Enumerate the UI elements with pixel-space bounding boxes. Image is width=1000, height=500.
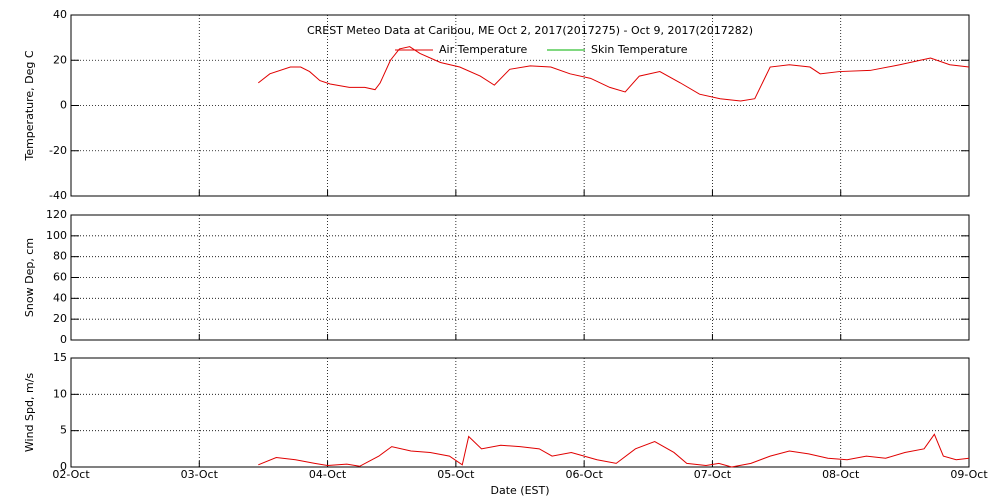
y-tick-label: 10	[53, 387, 67, 400]
y-tick-label: -20	[49, 144, 67, 157]
x-axis-label: Date (EST)	[490, 484, 549, 497]
x-tick-label: 04-Oct	[309, 468, 347, 481]
x-tick-label: 05-Oct	[437, 468, 475, 481]
y-tick-label: 80	[53, 250, 67, 263]
data-line	[258, 433, 970, 468]
legend-label: Skin Temperature	[591, 43, 688, 56]
plot-frame	[70, 214, 970, 341]
y-tick-label: 60	[53, 271, 67, 284]
y-tick-label: 120	[46, 208, 67, 221]
y-tick-label: 15	[53, 351, 67, 364]
y-axis-label: Temperature, Deg C	[23, 50, 36, 161]
x-tick-label: 09-Oct	[950, 468, 988, 481]
y-tick-label: 0	[60, 99, 67, 112]
y-tick-label: 20	[53, 312, 67, 325]
plot-frame	[70, 357, 970, 468]
y-tick-label: 0	[60, 460, 67, 473]
y-tick-label: 100	[46, 229, 67, 242]
data-line	[257, 46, 970, 102]
x-tick-label: 06-Oct	[565, 468, 603, 481]
legend-label: Air Temperature	[439, 43, 528, 56]
x-tick-label: 08-Oct	[822, 468, 860, 481]
y-axis-label: Wind Spd, m/s	[23, 373, 36, 453]
chart-title: CREST Meteo Data at Caribou, ME Oct 2, 2…	[307, 24, 753, 37]
y-axis-label: Snow Dep, cm	[23, 238, 36, 317]
y-tick-label: 5	[60, 424, 67, 437]
y-tick-label: -40	[49, 189, 67, 202]
x-tick-label: 03-Oct	[181, 468, 219, 481]
y-tick-label: 40	[53, 8, 67, 21]
y-tick-label: 0	[60, 333, 67, 346]
y-tick-label: 40	[53, 291, 67, 304]
y-tick-label: 20	[53, 53, 67, 66]
x-tick-label: 07-Oct	[694, 468, 732, 481]
x-tick-label: 02-Oct	[52, 468, 90, 481]
